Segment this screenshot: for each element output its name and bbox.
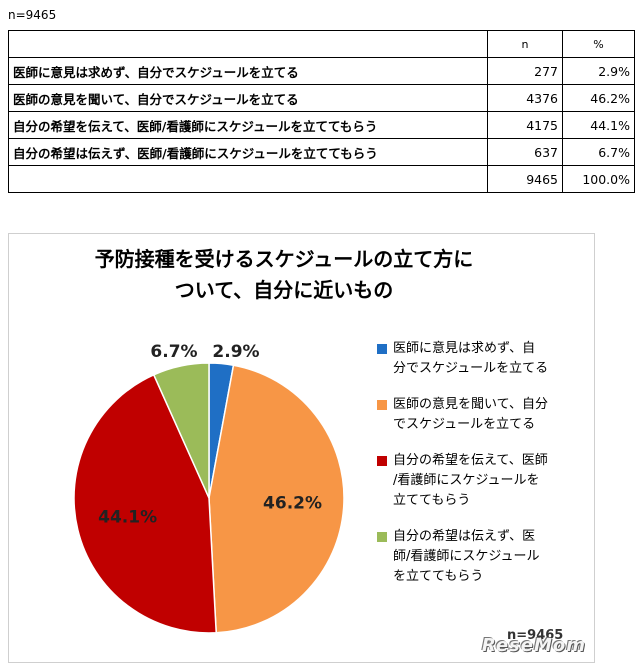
pie-slice-label: 46.2% [263,493,322,513]
table-row: 医師の意見を聞いて、自分でスケジュールを立てる 4376 46.2% [8,84,635,112]
total-label [8,165,488,193]
row-pct: 2.9% [562,57,635,85]
pie-slice-label: 6.7% [150,342,197,362]
legend-item: 医師の意見を聞いて、自分 でスケジュールを立てる [377,395,587,435]
legend-label-line: 自分の希望は伝えず、医 [393,529,536,544]
row-pct: 46.2% [562,84,635,112]
legend-label-line: 師/看護師にスケジュール [393,549,540,564]
table-header-row: n % [8,30,635,58]
legend-item: 自分の希望は伝えず、医 師/看護師にスケジュール を立ててもらう [377,527,587,587]
pie-slice-label: 2.9% [212,342,259,362]
row-n: 637 [487,138,563,166]
table-total-row: 9465 100.0% [8,165,635,193]
legend-swatch [377,400,387,410]
pie-chart-panel: 予防接種を受けるスケジュールの立て方に ついて、自分に近いもの 2.9% 46.2… [8,233,595,663]
row-label: 自分の希望を伝えて、医師/看護師にスケジュールを立ててもらう [8,111,488,139]
table-row: 自分の希望を伝えて、医師/看護師にスケジュールを立ててもらう 4175 44.1… [8,111,635,139]
row-label: 自分の希望は伝えず、医師/看護師にスケジュールを立ててもらう [8,138,488,166]
legend-label-line: 医師に意見は求めず、自 [393,341,536,356]
legend-label-line: 自分の希望を伝えて、医師 [393,453,548,468]
chart-title-line-1: 予防接種を受けるスケジュールの立て方に [94,247,474,271]
legend-label-line: 分でスケジュールを立てる [393,361,549,376]
legend-item: 自分の希望を伝えて、医師/看護師にスケジュールを 立ててもらう [377,451,587,511]
table-row: 自分の希望は伝えず、医師/看護師にスケジュールを立ててもらう 637 6.7% [8,138,635,166]
pie-slice [152,362,210,499]
legend-swatch [377,456,387,466]
row-pct: 6.7% [562,138,635,166]
pie-chart: 2.9% 46.2% 44.1% 6.7% [73,342,345,634]
table-row: 医師に意見は求めず、自分でスケジュールを立てる 277 2.9% [8,57,635,85]
row-label: 医師の意見を聞いて、自分でスケジュールを立てる [8,84,488,112]
legend-label-line: でスケジュールを立てる [393,417,536,432]
row-n: 4376 [487,84,563,112]
chart-title-line-2: ついて、自分に近いもの [174,278,394,302]
legend-swatch [377,532,387,542]
total-n: 9465 [487,165,563,193]
row-label: 医師に意見は求めず、自分でスケジュールを立てる [8,57,488,85]
header-label-cell [8,30,488,58]
legend-item: 医師に意見は求めず、自 分でスケジュールを立てる [377,339,587,379]
results-table: n % 医師に意見は求めず、自分でスケジュールを立てる 277 2.9% 医師の… [8,30,635,193]
legend-swatch [377,344,387,354]
header-n-cell: n [487,30,563,58]
chart-legend: 医師に意見は求めず、自 分でスケジュールを立てる 医師の意見を聞いて、自分 でスケジュ… [377,339,587,603]
legend-label-line: を立ててもらう [393,569,484,584]
chart-title: 予防接種を受けるスケジュールの立て方に ついて、自分に近いもの [49,244,519,306]
resemom-logo: ReseMom [481,635,586,656]
header-pct-cell: % [562,30,635,58]
legend-label-line: /看護師にスケジュールを [393,473,540,488]
row-n: 4175 [487,111,563,139]
legend-label-line: 医師の意見を聞いて、自分 [393,397,548,412]
legend-label-line: 立ててもらう [393,493,471,508]
sample-size-note: n=9465 [8,8,57,22]
chart-sample-size: n=9465 [507,628,564,643]
pie-slice [73,373,218,634]
row-pct: 44.1% [562,111,635,139]
total-pct: 100.0% [562,165,635,193]
pie-slice-label: 44.1% [98,508,157,528]
pie-slice [208,364,345,634]
row-n: 277 [487,57,563,85]
